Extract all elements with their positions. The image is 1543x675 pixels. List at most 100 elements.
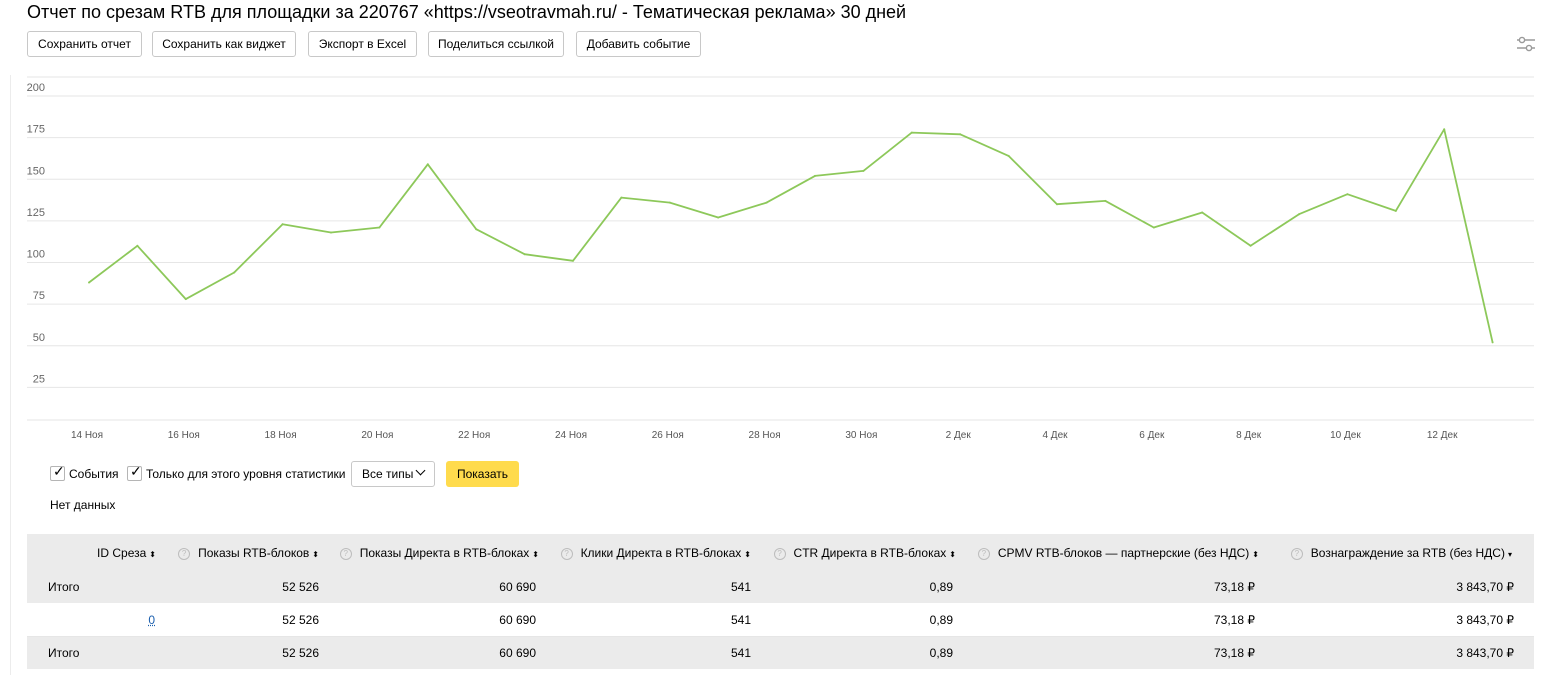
cell-value: 52 526 bbox=[282, 646, 319, 660]
y-axis-ticks: 25 50 75 100 125 150 175 200 bbox=[27, 82, 45, 385]
checkmark-icon: ✓ bbox=[53, 463, 65, 479]
table-cell: 3 843,70 ₽ bbox=[1273, 603, 1534, 637]
data-point bbox=[1298, 213, 1300, 216]
data-point bbox=[814, 174, 816, 177]
data-point bbox=[184, 298, 187, 301]
x-tick-label: 24 Ноя bbox=[555, 430, 587, 441]
data-point bbox=[136, 244, 139, 247]
stats-table: ID Среза ⬍? Показы RTB-блоков ⬍? Показы Дире… bbox=[27, 534, 1534, 670]
x-tick-label: 20 Ноя bbox=[361, 430, 393, 441]
cell-value: 541 bbox=[730, 646, 751, 660]
table-cell: 73,18 ₽ bbox=[970, 603, 1273, 637]
cell-value: 0,89 bbox=[929, 646, 953, 660]
column-header[interactable]: ? Показы RTB-блоков ⬍ bbox=[170, 534, 333, 571]
help-icon[interactable]: ? bbox=[178, 547, 191, 560]
data-point bbox=[862, 169, 865, 172]
x-tick-label: 26 Ноя bbox=[652, 430, 684, 441]
help-icon[interactable]: ? bbox=[339, 547, 352, 560]
events-checkbox-label: События bbox=[69, 467, 119, 481]
series-line bbox=[88, 128, 1494, 343]
no-data-message: Нет данных bbox=[50, 498, 116, 512]
settings-sliders-icon[interactable] bbox=[1516, 36, 1536, 52]
table-total-row: Итого 52 526 60 690 541 0,89 73,18 ₽ 3 843,70 … bbox=[27, 636, 1534, 670]
level-only-checkbox[interactable]: ✓ Только для этого уровня статистики bbox=[127, 463, 346, 483]
sort-icon[interactable]: ⬍ bbox=[949, 549, 956, 559]
share-link-button[interactable]: Поделиться ссылкой bbox=[428, 31, 564, 57]
sort-icon[interactable]: ⬍ bbox=[149, 549, 156, 559]
row-label-cell: 0 bbox=[27, 603, 170, 637]
help-icon[interactable]: ? bbox=[773, 547, 786, 560]
table-cell: 3 843,70 ₽ bbox=[1273, 636, 1534, 670]
cell-value: 60 690 bbox=[499, 646, 536, 660]
help-icon[interactable]: ? bbox=[977, 547, 990, 560]
y-tick-label: 200 bbox=[27, 82, 45, 94]
x-tick-label: 14 Ноя bbox=[71, 430, 103, 441]
x-tick-label: 16 Ноя bbox=[168, 430, 200, 441]
column-header[interactable]: ? CPMV RTB-блоков — партнерские (без НДС)… bbox=[970, 534, 1273, 571]
column-header[interactable]: ID Среза ⬍ bbox=[27, 534, 170, 571]
sort-icon[interactable]: ⬍ bbox=[1252, 549, 1259, 559]
line-chart: 25 50 75 100 125 150 175 200 14 Ноя 16 Ноя 18 Ноя… bbox=[27, 76, 1534, 441]
level-only-checkbox-box[interactable]: ✓ bbox=[127, 463, 142, 481]
x-tick-label: 4 Дек bbox=[1042, 430, 1068, 441]
chart-series bbox=[88, 128, 1494, 344]
data-point bbox=[765, 201, 768, 204]
row-label-cell: Итого bbox=[27, 636, 170, 670]
data-point bbox=[620, 196, 623, 199]
sort-icon[interactable]: ⬍ bbox=[312, 549, 319, 559]
sort-icon[interactable]: ⬍ bbox=[744, 549, 751, 559]
event-types-select[interactable]: Все типы bbox=[351, 461, 435, 487]
data-point bbox=[281, 223, 284, 226]
x-tick-label: 10 Дек bbox=[1330, 430, 1361, 441]
slice-id-link[interactable]: 0 bbox=[148, 613, 155, 627]
column-header-label: CTR Директа в RTB-блоках bbox=[793, 545, 947, 560]
x-tick-label: 28 Ноя bbox=[749, 430, 781, 441]
sort-icon[interactable]: ⬍ bbox=[532, 549, 539, 559]
row-label-cell: Итого bbox=[27, 571, 170, 604]
x-tick-label: 8 Дек bbox=[1236, 430, 1262, 441]
data-point bbox=[1346, 193, 1349, 196]
data-point bbox=[88, 281, 90, 284]
show-button[interactable]: Показать bbox=[446, 461, 519, 487]
help-icon[interactable]: ? bbox=[1290, 547, 1303, 560]
data-point bbox=[1152, 226, 1155, 229]
x-tick-label: 30 Ноя bbox=[845, 430, 877, 441]
table-cell: 0,89 bbox=[765, 571, 970, 604]
column-header-label: Показы RTB-блоков bbox=[198, 545, 310, 560]
y-tick-label: 100 bbox=[27, 249, 45, 261]
data-point bbox=[572, 259, 574, 262]
sort-icon[interactable]: ▾ bbox=[1507, 549, 1512, 559]
cell-value: 60 690 bbox=[499, 580, 536, 594]
events-checkbox[interactable]: ✓ События bbox=[50, 463, 119, 483]
column-header-label: CPMV RTB-блоков — партнерские (без НДС) bbox=[997, 545, 1250, 560]
table-cell: 52 526 bbox=[170, 636, 333, 670]
column-header-label: Показы Директа в RTB-блоках bbox=[359, 545, 530, 560]
save-report-button[interactable]: Сохранить отчет bbox=[27, 31, 142, 57]
save-as-widget-button[interactable]: Сохранить как виджет bbox=[152, 31, 296, 57]
data-point bbox=[475, 228, 478, 231]
data-point bbox=[1491, 341, 1494, 344]
export-excel-button[interactable]: Экспорт в Excel bbox=[308, 31, 417, 57]
cell-value: 541 bbox=[730, 613, 751, 627]
table-cell: 60 690 bbox=[333, 571, 553, 604]
events-checkbox-box[interactable]: ✓ bbox=[50, 463, 65, 481]
column-header[interactable]: ? Показы Директа в RTB-блоках ⬍ bbox=[333, 534, 553, 571]
column-header[interactable]: ? CTR Директа в RTB-блоках ⬍ bbox=[765, 534, 970, 571]
cell-value: 60 690 bbox=[499, 613, 536, 627]
column-header[interactable]: ? Клики Директа в RTB-блоках ⬍ bbox=[553, 534, 765, 571]
data-point bbox=[1443, 128, 1446, 131]
cell-value: 52 526 bbox=[282, 613, 319, 627]
cell-value: 541 bbox=[730, 580, 751, 594]
table-cell: 3 843,70 ₽ bbox=[1273, 571, 1534, 604]
help-icon[interactable]: ? bbox=[560, 547, 573, 560]
cell-value: 0,89 bbox=[929, 613, 953, 627]
table-cell: 0,89 bbox=[765, 636, 970, 670]
level-only-checkbox-label: Только для этого уровня статистики bbox=[146, 467, 346, 481]
data-point bbox=[1394, 209, 1397, 212]
data-point bbox=[717, 216, 720, 219]
table-cell: 60 690 bbox=[333, 636, 553, 670]
column-header[interactable]: ? Вознаграждение за RTB (без НДС) ▾ bbox=[1273, 534, 1534, 571]
x-axis-ticks: 14 Ноя 16 Ноя 18 Ноя 20 Ноя 22 Ноя 24 Ноя 26 Н… bbox=[71, 430, 1458, 441]
add-event-button[interactable]: Добавить событие bbox=[576, 31, 701, 57]
data-point bbox=[330, 231, 332, 234]
